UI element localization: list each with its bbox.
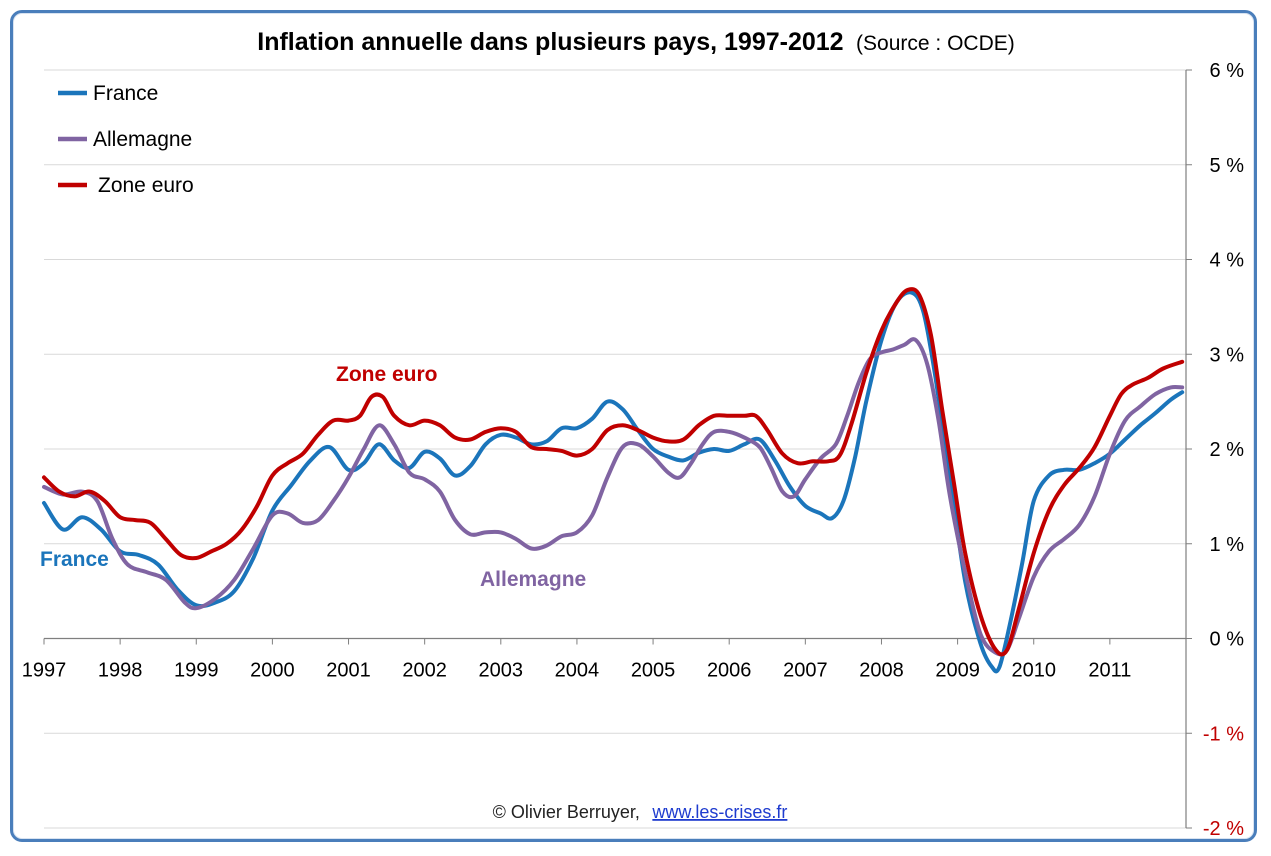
annotation-zone-euro: Zone euro — [336, 363, 438, 386]
x-tick-label-3: 2000 — [250, 660, 295, 682]
credit-author: © Olivier Berruyer, — [493, 802, 640, 822]
x-tick-label-6: 2003 — [479, 660, 524, 682]
y-tick-label-1: 5 % — [1210, 155, 1245, 177]
y-tick-label-3: 3 % — [1210, 344, 1245, 366]
legend-label-2: Zone euro — [98, 174, 194, 197]
legend-label-0: France — [93, 82, 158, 105]
x-tick-label-10: 2007 — [783, 660, 828, 682]
x-tick-labels: 1997 1998 1999 2000 2001 2002 2003 2004 2005 2006… — [22, 660, 1132, 682]
x-tick-label-14: 2011 — [1088, 660, 1131, 682]
y-tick-labels: 6 % 5 % 4 % 3 % 2 % 1 % 0 % -1 % -2 % — [1203, 60, 1244, 840]
y-tick-label-4: 2 % — [1210, 439, 1245, 461]
x-tick-label-9: 2006 — [707, 660, 752, 682]
x-tick-label-2: 1999 — [174, 660, 219, 682]
credit-line: © Olivier Berruyer, www.les-crises.fr — [493, 802, 788, 822]
series-lines — [42, 287, 1185, 674]
legend-label-1: Allemagne — [93, 128, 192, 151]
x-tick-label-13: 2010 — [1011, 660, 1056, 682]
x-tick-label-4: 2001 — [326, 660, 371, 682]
annotation-allemagne: Allemagne — [480, 568, 586, 591]
series-line-zone-euro — [42, 287, 1185, 657]
y-tick-label-5: 1 % — [1210, 534, 1245, 556]
x-tick-label-1: 1998 — [98, 660, 143, 682]
chart-title: Inflation annuelle dans plusieurs pays, … — [257, 28, 843, 56]
x-tick-label-7: 2004 — [555, 660, 600, 682]
y-tick-label-6: 0 % — [1210, 629, 1245, 651]
x-tick-label-8: 2005 — [631, 660, 676, 682]
series-line-france — [42, 290, 1185, 674]
y-tick-label-7: -1 % — [1203, 723, 1244, 745]
chart-subtitle: (Source : OCDE) — [856, 32, 1015, 55]
credit-link[interactable]: www.les-crises.fr — [651, 802, 787, 822]
x-tick-label-12: 2009 — [935, 660, 980, 682]
gridlines — [44, 69, 1186, 829]
annotation-france: France — [40, 548, 109, 571]
x-tick-label-0: 1997 — [22, 660, 67, 682]
x-tick-label-5: 2002 — [402, 660, 447, 682]
chart-title-group: Inflation annuelle dans plusieurs pays, … — [257, 28, 1014, 56]
y-tick-label-8: -2 % — [1203, 818, 1244, 840]
series-annotations: France Allemagne Zone euro — [40, 363, 586, 591]
y-tick-label-0: 6 % — [1210, 60, 1245, 82]
x-tick-label-11: 2008 — [859, 660, 904, 682]
axes — [43, 69, 1192, 829]
legend: France Allemagne Zone euro — [58, 82, 194, 197]
y-tick-label-2: 4 % — [1210, 250, 1245, 272]
